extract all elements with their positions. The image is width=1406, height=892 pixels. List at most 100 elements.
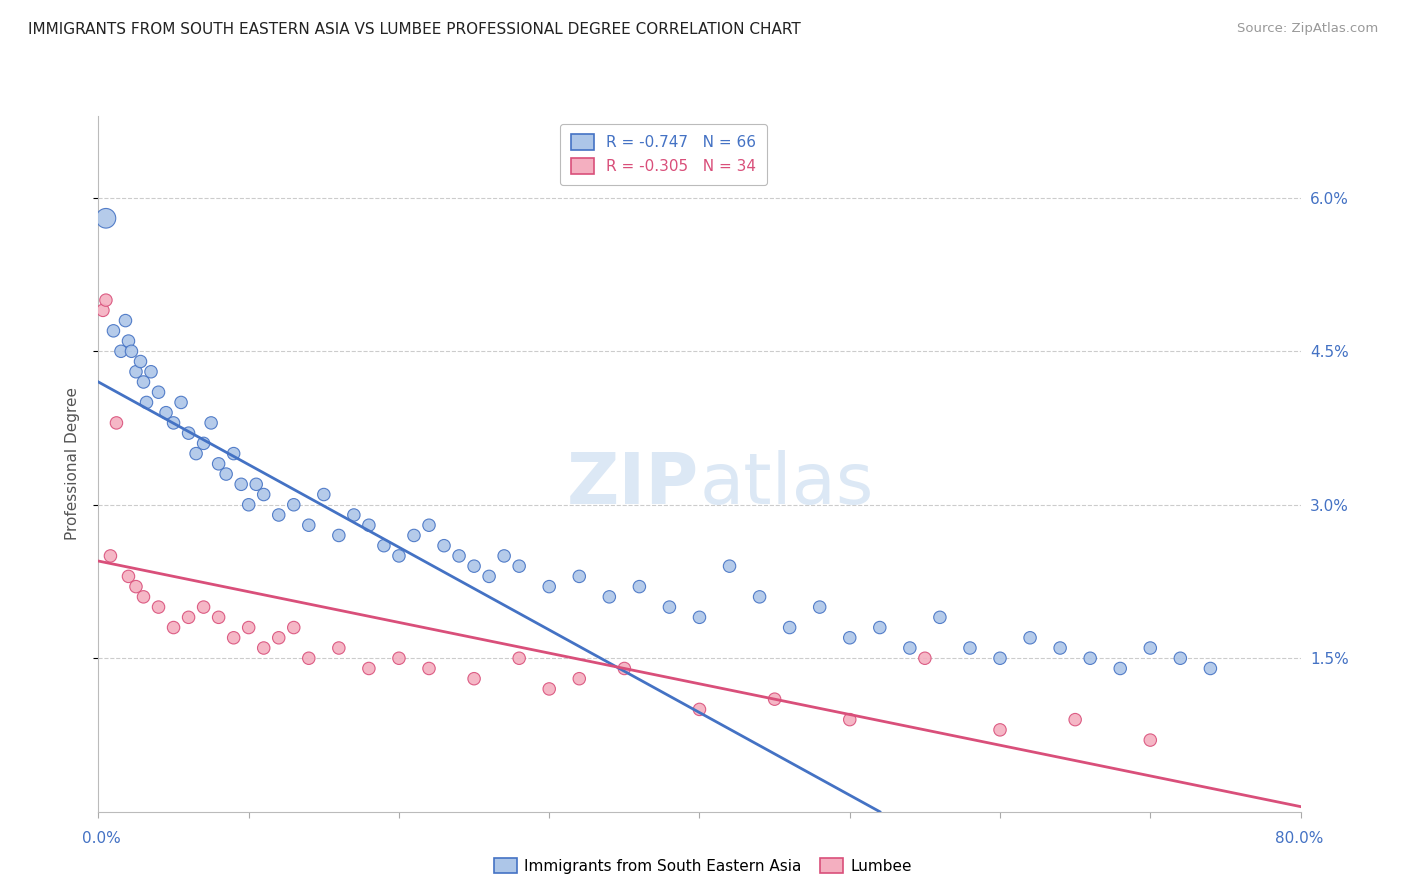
Point: [1109, 661, 1132, 675]
Text: Source: ZipAtlas.com: Source: ZipAtlas.com: [1237, 22, 1378, 36]
Point: [231, 477, 253, 491]
Point: [1064, 713, 1087, 727]
Point: [125, 580, 148, 594]
Point: [808, 600, 831, 615]
Point: [763, 692, 786, 706]
Text: IMMIGRANTS FROM SOUTH EASTERN ASIA VS LUMBEE PROFESSIONAL DEGREE CORRELATION CHA: IMMIGRANTS FROM SOUTH EASTERN ASIA VS LU…: [28, 22, 801, 37]
Point: [1078, 651, 1101, 665]
Point: [139, 365, 162, 379]
Text: atlas: atlas: [700, 450, 875, 519]
Point: [170, 395, 193, 409]
Point: [162, 621, 184, 635]
Point: [988, 651, 1011, 665]
Point: [838, 713, 860, 727]
Point: [538, 681, 561, 696]
Y-axis label: Professional Degree: Professional Degree: [65, 387, 80, 541]
Point: [148, 600, 170, 615]
Point: [283, 498, 305, 512]
Point: [200, 416, 222, 430]
Point: [418, 661, 440, 675]
Point: [222, 631, 245, 645]
Point: [132, 590, 155, 604]
Point: [132, 375, 155, 389]
Point: [463, 672, 485, 686]
Point: [343, 508, 366, 522]
Point: [238, 621, 260, 635]
Point: [328, 640, 350, 655]
Point: [689, 702, 711, 716]
Point: [208, 457, 231, 471]
Point: [494, 549, 516, 563]
Point: [929, 610, 952, 624]
Text: 0.0%: 0.0%: [82, 831, 121, 846]
Point: [433, 539, 456, 553]
Point: [988, 723, 1011, 737]
Point: [568, 569, 591, 583]
Point: [208, 610, 231, 624]
Text: ZIP: ZIP: [567, 450, 700, 519]
Point: [91, 303, 114, 318]
Point: [689, 610, 711, 624]
Point: [898, 640, 921, 655]
Point: [103, 324, 125, 338]
Point: [121, 344, 143, 359]
Point: [779, 621, 801, 635]
Point: [253, 487, 276, 501]
Point: [193, 436, 215, 450]
Point: [463, 559, 485, 574]
Point: [598, 590, 620, 604]
Point: [914, 651, 936, 665]
Point: [298, 518, 321, 533]
Point: [568, 672, 591, 686]
Point: [447, 549, 470, 563]
Point: [1019, 631, 1042, 645]
Point: [155, 406, 177, 420]
Point: [117, 334, 139, 348]
Point: [177, 610, 200, 624]
Point: [117, 569, 139, 583]
Point: [110, 344, 132, 359]
Point: [508, 559, 530, 574]
Point: [1199, 661, 1222, 675]
Legend: R = -0.747   N = 66, R = -0.305   N = 34: R = -0.747 N = 66, R = -0.305 N = 34: [560, 124, 766, 185]
Point: [718, 559, 741, 574]
Point: [94, 293, 117, 307]
Point: [267, 631, 290, 645]
Point: [402, 528, 425, 542]
Point: [373, 539, 395, 553]
Point: [1139, 733, 1161, 747]
Point: [658, 600, 681, 615]
Point: [215, 467, 238, 481]
Point: [538, 580, 561, 594]
Point: [959, 640, 981, 655]
Point: [613, 661, 636, 675]
Point: [1170, 651, 1192, 665]
Point: [100, 549, 122, 563]
Point: [478, 569, 501, 583]
Point: [283, 621, 305, 635]
Point: [748, 590, 770, 604]
Point: [1139, 640, 1161, 655]
Point: [508, 651, 530, 665]
Point: [148, 385, 170, 400]
Point: [135, 395, 157, 409]
Point: [357, 661, 380, 675]
Point: [328, 528, 350, 542]
Point: [177, 426, 200, 441]
Point: [418, 518, 440, 533]
Point: [184, 447, 207, 461]
Legend: Immigrants from South Eastern Asia, Lumbee: Immigrants from South Eastern Asia, Lumb…: [488, 852, 918, 880]
Point: [162, 416, 184, 430]
Point: [253, 640, 276, 655]
Point: [1049, 640, 1071, 655]
Point: [245, 477, 267, 491]
Point: [628, 580, 651, 594]
Text: 80.0%: 80.0%: [1275, 831, 1323, 846]
Point: [94, 211, 117, 226]
Point: [125, 365, 148, 379]
Point: [388, 549, 411, 563]
Point: [267, 508, 290, 522]
Point: [105, 416, 128, 430]
Point: [312, 487, 335, 501]
Point: [114, 313, 136, 327]
